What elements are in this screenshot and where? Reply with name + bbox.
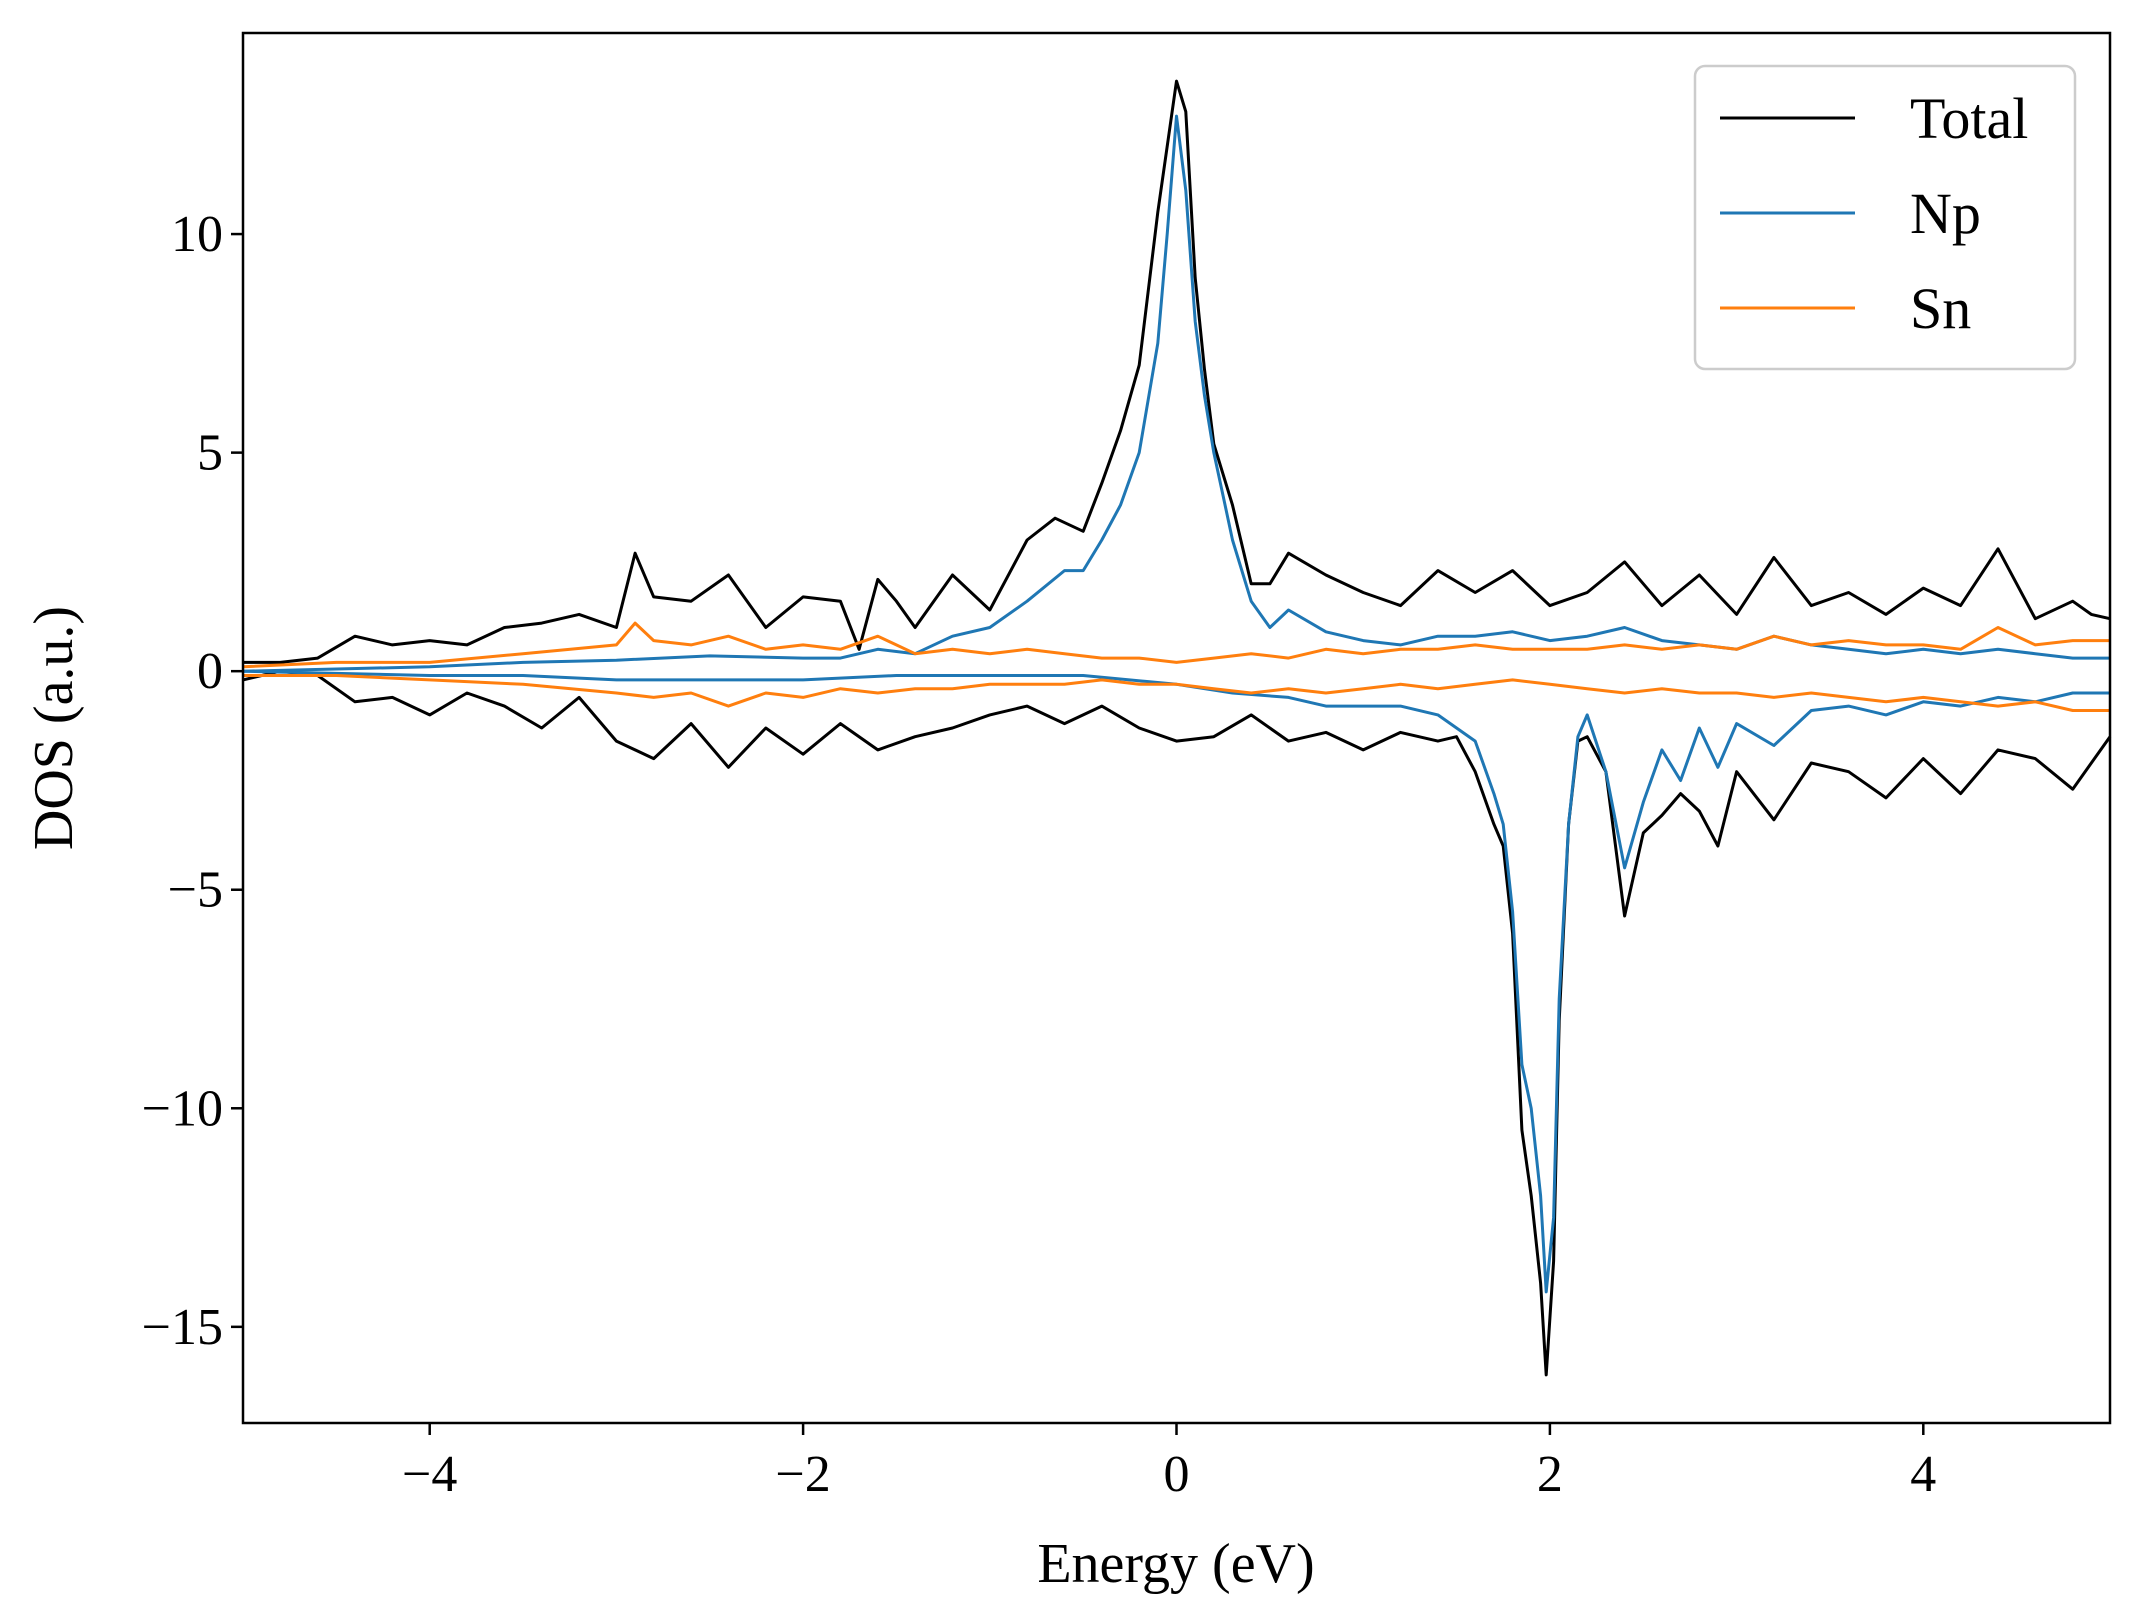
series-line-sn-down bbox=[243, 674, 2110, 712]
series-layer bbox=[242, 79, 2112, 1377]
series-line-sn-up bbox=[242, 621, 2110, 669]
legend-label-sn: Sn bbox=[1910, 276, 1971, 341]
series-line-total-down bbox=[242, 669, 2112, 1377]
series-line-np-down bbox=[242, 669, 2110, 1294]
axis-ticks: −4 −2 0 2 4 −15 −10 −5 0 5 10 bbox=[142, 206, 1937, 1503]
y-tick-label: 10 bbox=[171, 206, 223, 263]
x-axis-label: Energy (eV) bbox=[1037, 1533, 1314, 1595]
y-tick-label: −10 bbox=[142, 1080, 223, 1137]
x-tick-label: −4 bbox=[402, 1446, 457, 1503]
series-line-total-up bbox=[243, 79, 2111, 664]
y-tick-label: 5 bbox=[197, 425, 223, 482]
x-tick-label: 2 bbox=[1537, 1446, 1563, 1503]
x-tick-label: −2 bbox=[775, 1446, 830, 1503]
y-tick-label: −5 bbox=[168, 862, 223, 919]
legend-box bbox=[1693, 64, 2077, 371]
y-axis-label: DOS (a.u.) bbox=[23, 606, 85, 850]
x-tick-label: 4 bbox=[1910, 1446, 1936, 1503]
legend-label-np: Np bbox=[1910, 181, 1981, 246]
legend: Total Np Sn bbox=[1693, 64, 2077, 371]
y-tick-label: 0 bbox=[197, 643, 223, 700]
x-tick-label: 0 bbox=[1164, 1446, 1190, 1503]
legend-label-total: Total bbox=[1910, 86, 2028, 151]
y-tick-label: −15 bbox=[142, 1299, 223, 1356]
